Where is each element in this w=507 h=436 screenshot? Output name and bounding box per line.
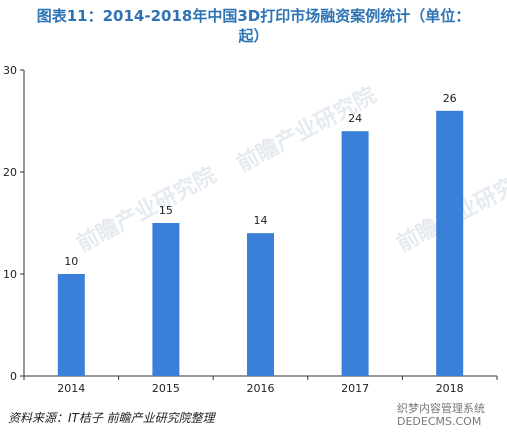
y-tick-label: 20 bbox=[3, 166, 17, 179]
corner-watermark-line2: DEDECMS.COM bbox=[397, 415, 482, 428]
corner-watermark-line1: 织梦内容管理系统 bbox=[397, 402, 485, 415]
y-tick-label: 0 bbox=[10, 370, 17, 383]
bar bbox=[341, 131, 369, 376]
y-tick-label: 30 bbox=[3, 64, 17, 77]
data-label: 26 bbox=[443, 92, 457, 105]
bar bbox=[152, 223, 180, 376]
corner-watermark: 织梦内容管理系统 DEDECMS.COM bbox=[397, 402, 485, 428]
x-tick-label: 2015 bbox=[152, 382, 180, 395]
bar bbox=[436, 110, 464, 377]
chart-bars bbox=[57, 110, 464, 377]
data-label: 10 bbox=[64, 255, 78, 268]
x-tick-label: 2014 bbox=[57, 382, 85, 395]
x-tick-label: 2017 bbox=[341, 382, 369, 395]
chart-axes: 0 10 20 30 bbox=[3, 64, 498, 383]
data-label: 15 bbox=[159, 204, 173, 217]
source-note: 资料来源：IT桔子 前瞻产业研究院整理 bbox=[8, 411, 215, 425]
x-tick-label: 2018 bbox=[436, 382, 464, 395]
chart-title-line2: 起） bbox=[238, 27, 269, 45]
bar bbox=[57, 274, 85, 376]
chart-labels: 10 2014 15 2015 14 2016 24 2017 26 2018 bbox=[57, 92, 463, 395]
x-tick-label: 2016 bbox=[247, 382, 275, 395]
y-tick-label: 10 bbox=[3, 268, 17, 281]
chart-title-line1: 图表11：2014-2018年中国3D打印市场融资案例统计（单位： bbox=[36, 7, 471, 25]
chart-title: 图表11：2014-2018年中国3D打印市场融资案例统计（单位： 起） bbox=[0, 6, 507, 46]
bar bbox=[247, 233, 274, 376]
data-label: 24 bbox=[348, 112, 362, 125]
data-label: 14 bbox=[254, 214, 268, 227]
